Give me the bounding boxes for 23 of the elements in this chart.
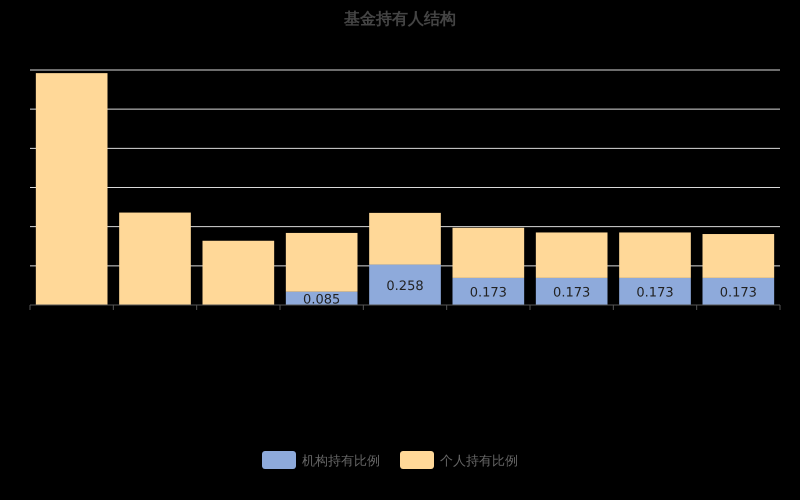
- bar: [619, 232, 691, 278]
- bar: [702, 278, 774, 305]
- bar: [369, 212, 441, 265]
- legend-label: 个人持有比例: [440, 454, 518, 469]
- bar: [369, 264, 441, 305]
- bar: [119, 212, 191, 305]
- bar: [536, 232, 608, 278]
- data-label: 0.173: [636, 285, 674, 300]
- data-label: 0.173: [553, 285, 590, 300]
- bar: [702, 234, 774, 278]
- chart-title: 基金持有人结构: [343, 9, 456, 28]
- data-label: 0.258: [386, 278, 424, 294]
- bar: [452, 278, 524, 305]
- bar: [619, 278, 691, 305]
- bar: [36, 73, 108, 305]
- bar: [536, 278, 608, 305]
- bar: [452, 228, 524, 278]
- data-label: 0.173: [470, 285, 507, 300]
- data-label: 0.085: [303, 292, 340, 308]
- bar: [202, 240, 274, 305]
- bar: [286, 232, 358, 292]
- data-label: 0.173: [720, 285, 757, 300]
- legend-label: 机构持有比例: [302, 454, 380, 469]
